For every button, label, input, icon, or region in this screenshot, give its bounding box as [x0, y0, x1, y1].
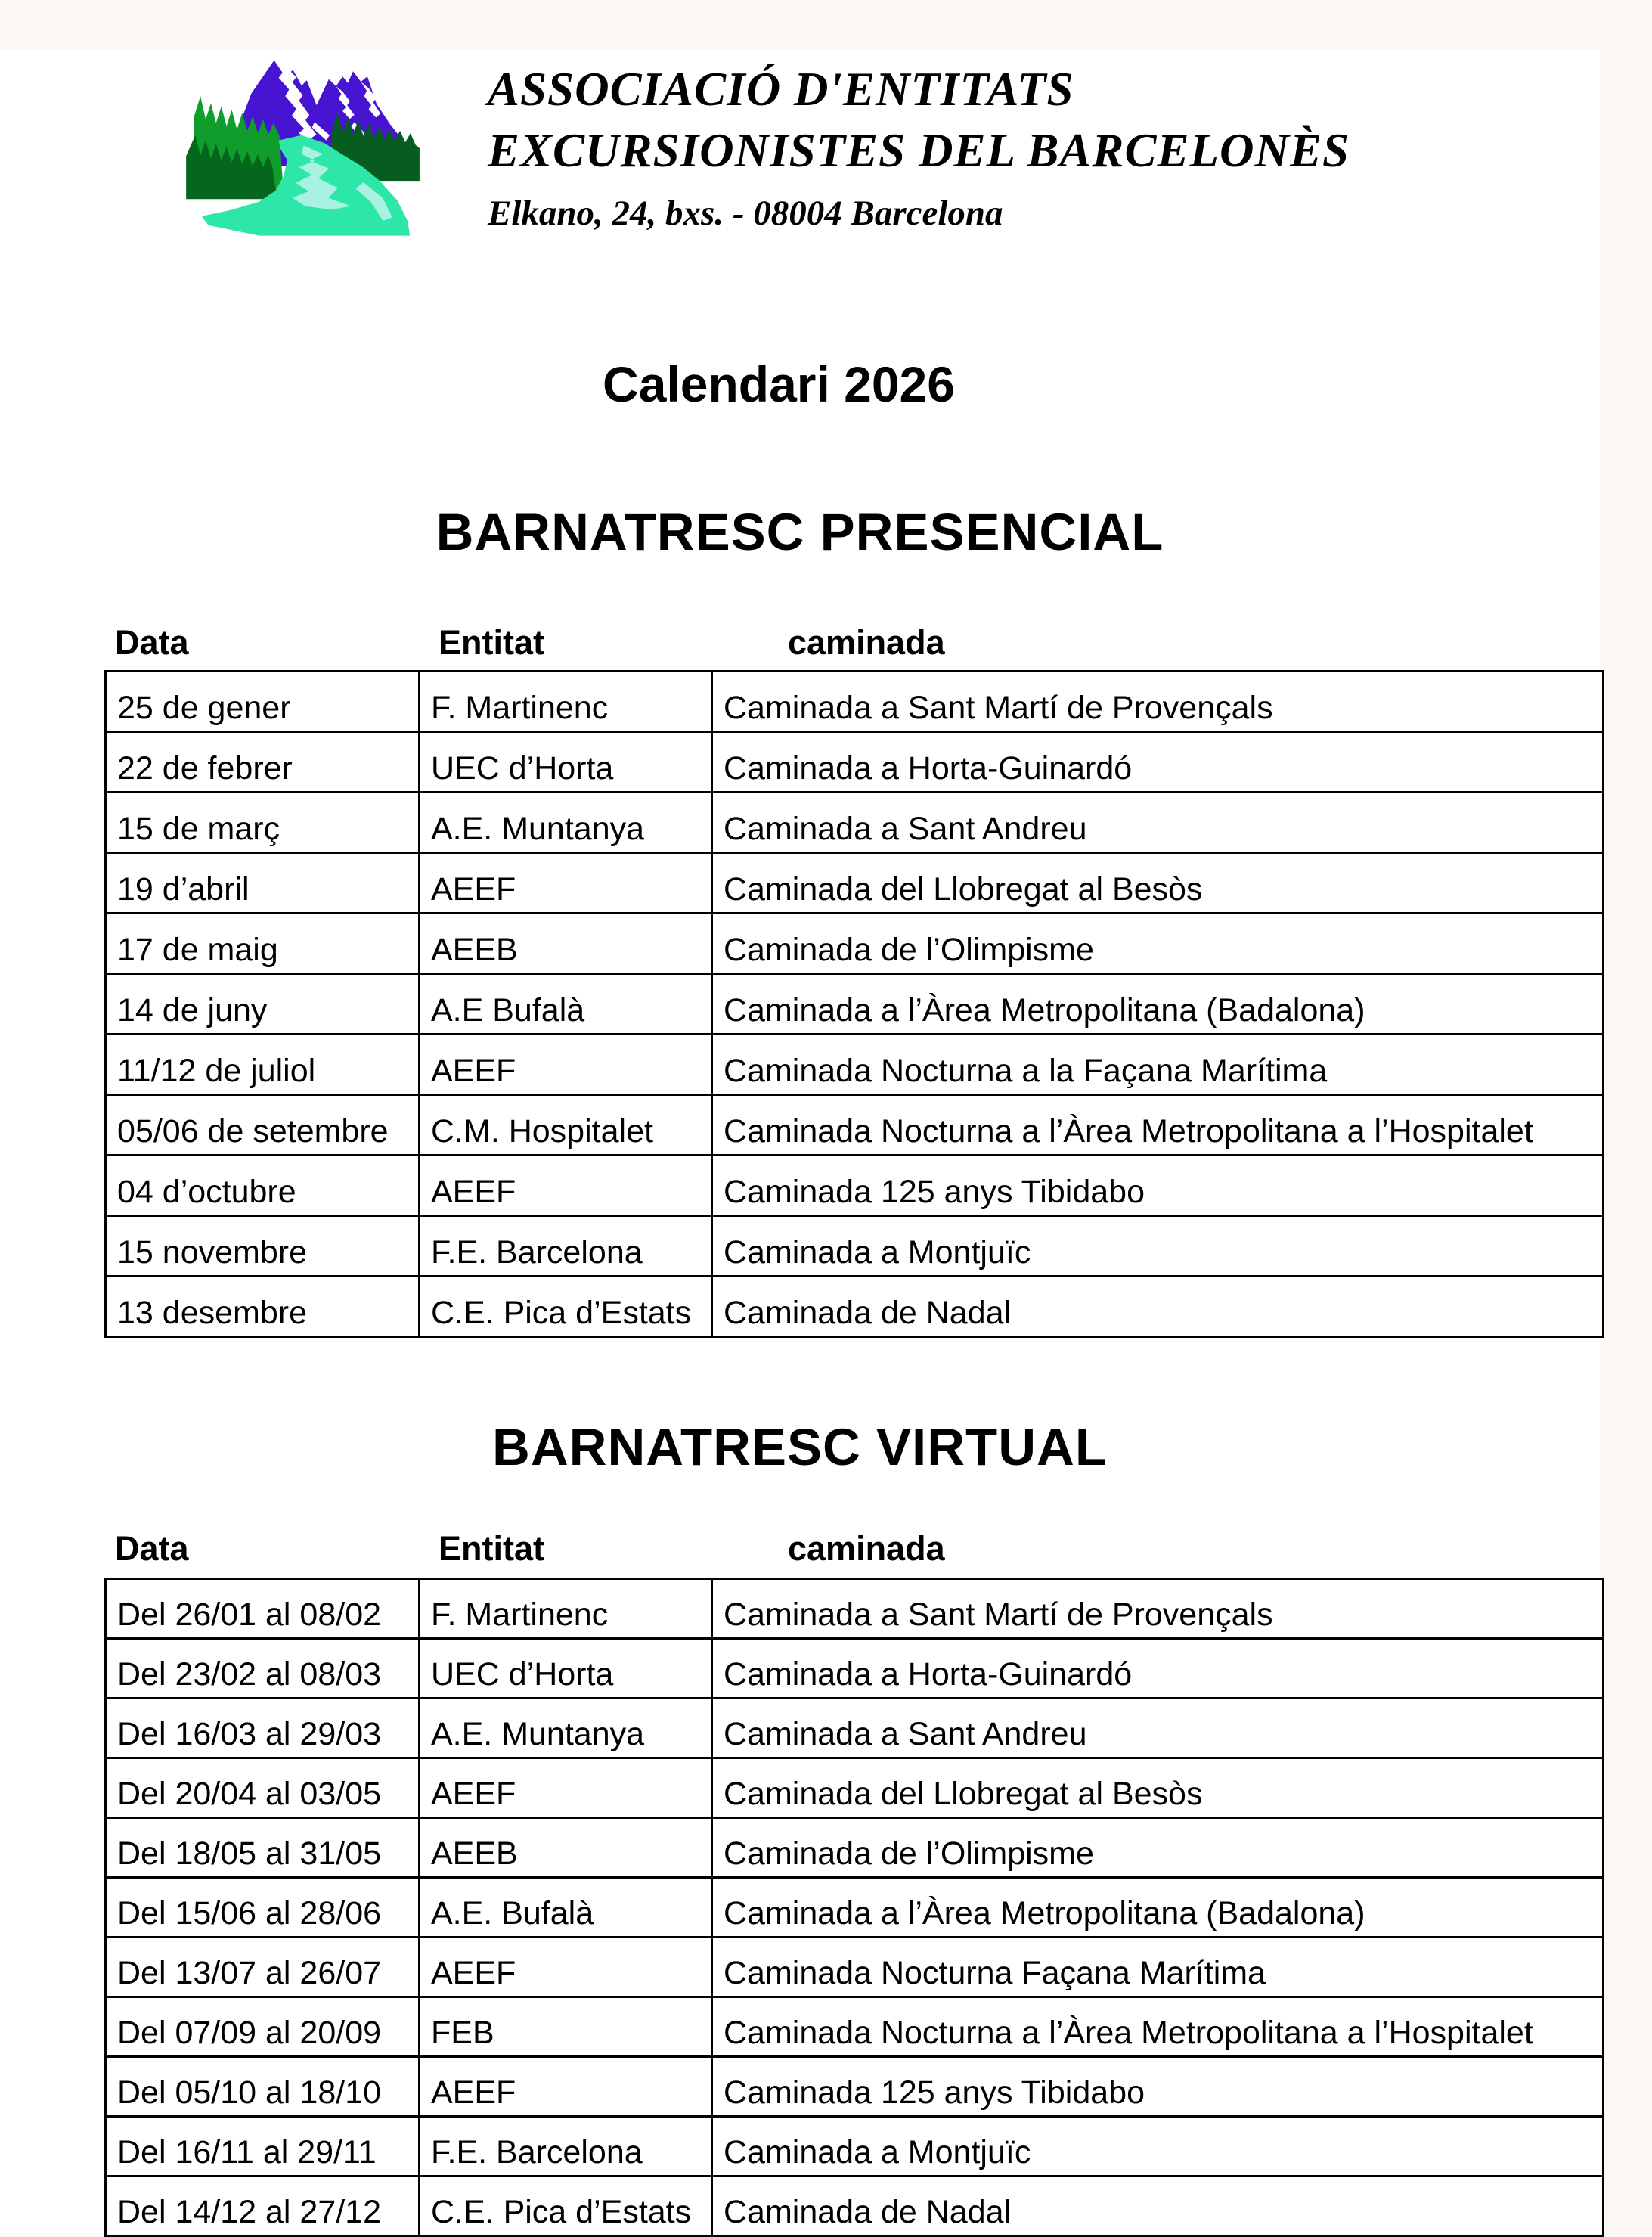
- cell-caminada: Caminada a Montjuïc: [713, 1217, 1602, 1277]
- cell-data: 17 de maig: [107, 914, 420, 975]
- cell-entitat: F. Martinenc: [420, 672, 713, 733]
- section-title-virtual: BARNATRESC VIRTUAL: [491, 1418, 1108, 1476]
- cell-data: Del 16/11 al 29/11: [107, 2118, 420, 2177]
- cell-data: Del 07/09 al 20/09: [107, 1998, 420, 2058]
- cell-caminada: Caminada a l’Àrea Metropolitana (Badalon…: [713, 975, 1602, 1035]
- column-header-entitat: Entitat: [439, 1529, 544, 1568]
- table-presencial: 25 de gener F. Martinenc Caminada a Sant M…: [104, 670, 1604, 1338]
- cell-caminada: Caminada del Llobregat al Besòs: [713, 1759, 1602, 1819]
- cell-entitat: A.E. Bufalà: [420, 1879, 713, 1938]
- cell-data: Del 16/03 al 29/03: [107, 1699, 420, 1759]
- cell-caminada: Caminada a Sant Martí de Provençals: [713, 672, 1602, 733]
- cell-entitat: C.E. Pica d’Estats: [420, 1277, 713, 1338]
- column-header-caminada: caminada: [788, 1529, 945, 1568]
- cell-data: Del 18/05 al 31/05: [107, 1819, 420, 1879]
- cell-entitat: AEEF: [420, 854, 713, 914]
- cell-caminada: Caminada de Nadal: [713, 1277, 1602, 1338]
- cell-caminada: Caminada del Llobregat al Besòs: [713, 854, 1602, 914]
- cell-entitat: AEEF: [420, 1938, 713, 1998]
- cell-entitat: C.M. Hospitalet: [420, 1096, 713, 1156]
- cell-caminada: Caminada a l’Àrea Metropolitana (Badalon…: [713, 1879, 1602, 1938]
- cell-caminada: Caminada de l’Olimpisme: [713, 1819, 1602, 1879]
- section-title-presencial: BARNATRESC PRESENCIAL: [435, 503, 1164, 561]
- cell-caminada: Caminada a Sant Andreu: [713, 793, 1602, 854]
- cell-data: Del 13/07 al 26/07: [107, 1938, 420, 1998]
- cell-entitat: UEC d’Horta: [420, 733, 713, 793]
- cell-data: Del 14/12 al 27/12: [107, 2177, 420, 2237]
- column-header-data: Data: [115, 623, 189, 662]
- cell-caminada: Caminada a Montjuïc: [713, 2118, 1602, 2177]
- mountain-river-logo: [186, 60, 420, 236]
- cell-entitat: AEEB: [420, 914, 713, 975]
- cell-entitat: AEEB: [420, 1819, 713, 1879]
- cell-caminada: Caminada de Nadal: [713, 2177, 1602, 2237]
- table-header-presencial: Data Entitat caminada: [0, 622, 1600, 662]
- page-title: Calendari 2026: [603, 356, 955, 412]
- cell-caminada: Caminada Nocturna a l’Àrea Metropolitana…: [713, 1096, 1602, 1156]
- cell-entitat: AEEF: [420, 1156, 713, 1217]
- cell-data: Del 05/10 al 18/10: [107, 2058, 420, 2118]
- cell-data: 25 de gener: [107, 672, 420, 733]
- cell-caminada: Caminada Nocturna a la Façana Marítima: [713, 1035, 1602, 1096]
- cell-caminada: Caminada a Horta-Guinardó: [713, 733, 1602, 793]
- cell-entitat: AEEF: [420, 2058, 713, 2118]
- table-header-virtual: Data Entitat caminada: [0, 1528, 1600, 1568]
- column-header-data: Data: [115, 1529, 189, 1568]
- cell-entitat: F.E. Barcelona: [420, 1217, 713, 1277]
- cell-data: 04 d’octubre: [107, 1156, 420, 1217]
- org-address: Elkano, 24, bxs. - 08004 Barcelona: [488, 194, 1003, 233]
- org-header: ASSOCIACIÓ D'ENTITATS EXCURSIONISTES DEL…: [488, 59, 1546, 239]
- cell-entitat: A.E Bufalà: [420, 975, 713, 1035]
- cell-entitat: A.E. Muntanya: [420, 1699, 713, 1759]
- cell-entitat: F.E. Barcelona: [420, 2118, 713, 2177]
- cell-caminada: Caminada 125 anys Tibidabo: [713, 1156, 1602, 1217]
- cell-data: Del 15/06 al 28/06: [107, 1879, 420, 1938]
- document-page: ASSOCIACIÓ D'ENTITATS EXCURSIONISTES DEL…: [0, 50, 1604, 2237]
- table-virtual: Del 26/01 al 08/02 F. Martinenc Caminada a…: [104, 1578, 1604, 2237]
- column-header-caminada: caminada: [788, 623, 945, 662]
- cell-data: 19 d’abril: [107, 854, 420, 914]
- cell-caminada: Caminada 125 anys Tibidabo: [713, 2058, 1602, 2118]
- cell-entitat: F. Martinenc: [420, 1580, 713, 1640]
- cell-data: Del 20/04 al 03/05: [107, 1759, 420, 1819]
- cell-caminada: Caminada a Horta-Guinardó: [713, 1640, 1602, 1699]
- cell-data: 05/06 de setembre: [107, 1096, 420, 1156]
- cell-data: 15 novembre: [107, 1217, 420, 1277]
- cell-caminada: Caminada a Sant Martí de Provençals: [713, 1580, 1602, 1640]
- cell-caminada: Caminada a Sant Andreu: [713, 1699, 1602, 1759]
- cell-data: 22 de febrer: [107, 733, 420, 793]
- column-header-entitat: Entitat: [439, 623, 544, 662]
- cell-caminada: Caminada Nocturna Façana Marítima: [713, 1938, 1602, 1998]
- cell-entitat: UEC d’Horta: [420, 1640, 713, 1699]
- cell-data: 13 desembre: [107, 1277, 420, 1338]
- cell-data: 14 de juny: [107, 975, 420, 1035]
- cell-data: 15 de març: [107, 793, 420, 854]
- cell-entitat: A.E. Muntanya: [420, 793, 713, 854]
- cell-entitat: C.E. Pica d’Estats: [420, 2177, 713, 2237]
- org-name-line1: ASSOCIACIÓ D'ENTITATS: [488, 63, 1074, 116]
- org-name-line2: EXCURSIONISTES DEL BARCELONÈS: [488, 124, 1350, 177]
- cell-caminada: Caminada de l’Olimpisme: [713, 914, 1602, 975]
- cell-entitat: AEEF: [420, 1035, 713, 1096]
- cell-data: Del 26/01 al 08/02: [107, 1580, 420, 1640]
- cell-data: Del 23/02 al 08/03: [107, 1640, 420, 1699]
- cell-caminada: Caminada Nocturna a l’Àrea Metropolitana…: [713, 1998, 1602, 2058]
- cell-entitat: FEB: [420, 1998, 713, 2058]
- cell-data: 11/12 de juliol: [107, 1035, 420, 1096]
- cell-entitat: AEEF: [420, 1759, 713, 1819]
